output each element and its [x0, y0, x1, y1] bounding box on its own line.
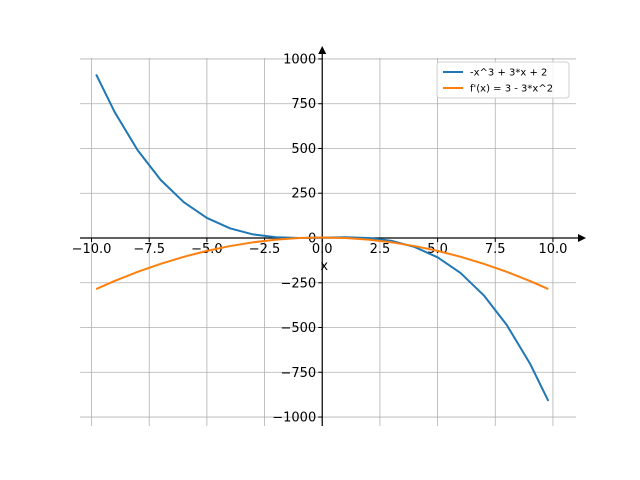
y-tick-label: −500: [281, 321, 317, 336]
x-tick-label: −7.5: [133, 242, 165, 257]
legend-label-1: f'(x) = 3 - 3*x^2: [470, 84, 553, 95]
x-tick-label: 2.5: [370, 242, 391, 257]
y-tick-label: −1000: [272, 411, 316, 426]
x-axis-label: x: [320, 259, 328, 274]
x-tick-label: 7.5: [485, 242, 506, 257]
series-line-1: [95, 236, 549, 290]
y-tick-label: −250: [281, 276, 317, 291]
legend-label-0: -x^3 + 3*x + 2: [470, 68, 547, 79]
legend-box: [436, 61, 570, 99]
y-tick-label: 0: [308, 232, 316, 247]
axes: [80, 46, 586, 426]
y-tick-label: 250: [291, 187, 316, 202]
y-tick-label: −750: [281, 366, 317, 381]
ticks: −10.0 −7.5 −5.0 −2.5 0.0 2.5 5.0 7.5 10.01000750…: [72, 52, 568, 425]
y-tick-label: 750: [291, 97, 316, 112]
x-axis-arrow-icon: [578, 234, 586, 242]
x-tick-label: −2.5: [249, 242, 281, 257]
legend: -x^3 + 3*x + 2 f'(x) = 3 - 3*x^2: [436, 61, 570, 99]
x-tick-label: 10.0: [538, 242, 567, 257]
y-axis-arrow-icon: [318, 46, 327, 54]
y-tick-label: 1000: [283, 52, 316, 67]
x-tick-label: 5.0: [427, 242, 448, 257]
x-tick-label: −10.0: [72, 242, 112, 257]
y-tick-label: 500: [291, 142, 316, 157]
x-tick-label: 0.0: [312, 242, 333, 257]
series: [95, 73, 550, 402]
